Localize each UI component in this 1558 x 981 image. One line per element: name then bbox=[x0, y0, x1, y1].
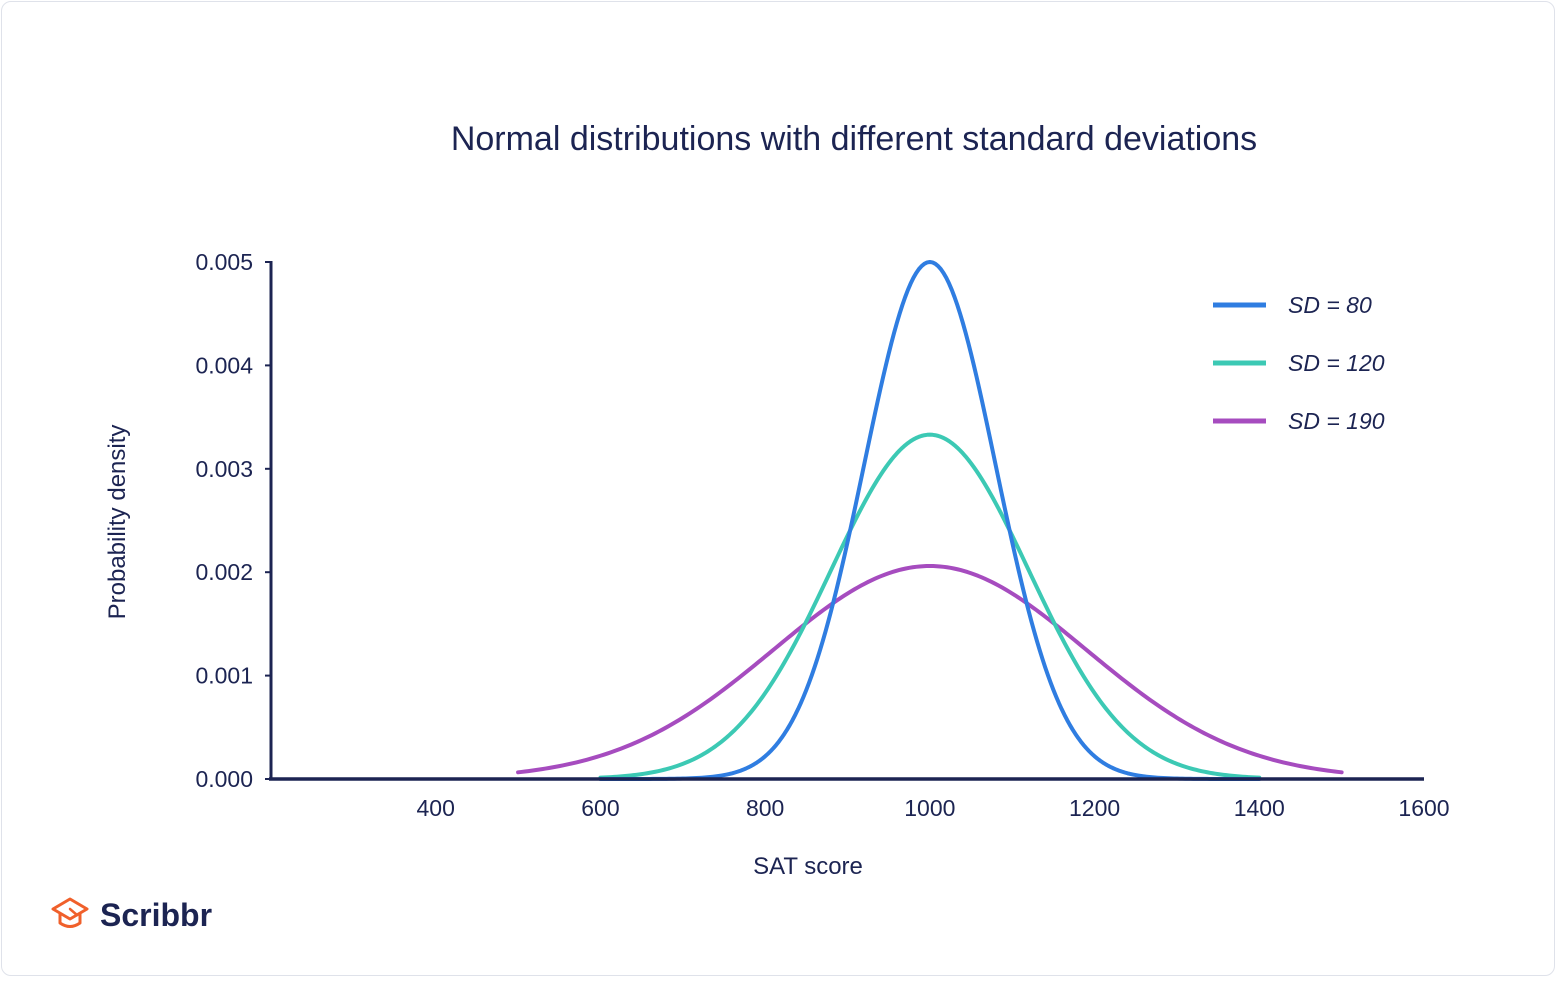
series-line-sd-190 bbox=[516, 564, 1344, 775]
x-tick-label: 1600 bbox=[1398, 795, 1449, 821]
legend: SD = 80 SD = 120 SD = 190 bbox=[1213, 292, 1385, 434]
y-tick-label: 0.004 bbox=[195, 352, 253, 378]
graduation-cap-icon bbox=[51, 897, 89, 928]
y-tick-label: 0.001 bbox=[195, 663, 253, 689]
y-tick-label: 0.000 bbox=[195, 766, 253, 792]
y-tick-label: 0.003 bbox=[195, 456, 253, 482]
brand-name: Scribbr bbox=[100, 897, 212, 933]
scribbr-logo: Scribbr bbox=[51, 897, 212, 933]
legend-label: SD = 190 bbox=[1288, 408, 1385, 434]
x-axis-ticks: 400 600 800 1000 1200 1400 1600 bbox=[417, 795, 1450, 821]
series-line-sd-80 bbox=[598, 260, 1262, 781]
series-lines bbox=[516, 260, 1344, 781]
y-tick-label: 0.005 bbox=[195, 249, 253, 275]
x-axis-label: SAT score bbox=[753, 853, 863, 880]
y-tick-label: 0.002 bbox=[195, 559, 253, 585]
legend-label: SD = 80 bbox=[1288, 292, 1372, 318]
y-axis-ticks: 0.000 0.001 0.002 0.003 0.004 0.005 bbox=[195, 249, 271, 792]
x-tick-label: 800 bbox=[746, 795, 784, 821]
series-line-sd-120 bbox=[598, 432, 1262, 780]
x-tick-label: 400 bbox=[417, 795, 455, 821]
y-axis-label: Probability density bbox=[104, 425, 131, 620]
chart-title: Normal distributions with different stan… bbox=[451, 120, 1257, 158]
x-tick-label: 1400 bbox=[1234, 795, 1285, 821]
x-tick-label: 1000 bbox=[904, 795, 955, 821]
x-tick-label: 600 bbox=[581, 795, 619, 821]
legend-label: SD = 120 bbox=[1288, 350, 1385, 376]
x-tick-label: 1200 bbox=[1069, 795, 1120, 821]
